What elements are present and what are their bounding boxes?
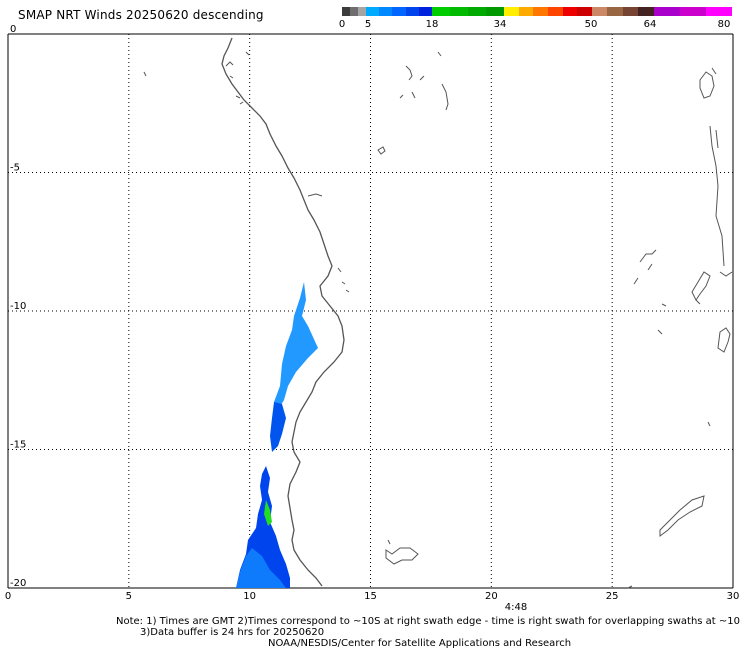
colorbar-swatch: [350, 7, 358, 16]
colorbar-swatch: [366, 7, 380, 16]
east-coast-islands-north: [699, 67, 717, 99]
colorbar-label: 34: [493, 19, 507, 30]
swath-segment-north-dark: [270, 402, 286, 452]
colorbar-swatch: [485, 7, 504, 16]
map-title: SMAP NRT Winds 20250620 descending: [18, 8, 264, 22]
island-southeast: [385, 539, 419, 565]
lon-tick-label: 15: [364, 591, 377, 602]
colorbar-swatch: [653, 7, 680, 16]
colorbar-label: 64: [643, 19, 657, 30]
colorbar-label: 5: [364, 19, 372, 30]
colorbar-swatch: [679, 7, 706, 16]
colorbar-swatch: [638, 7, 654, 16]
colorbar-swatch: [518, 7, 534, 16]
colorbar-swatch: [591, 7, 608, 16]
island-lake-east-1: [399, 51, 449, 111]
colorbar-swatch: [705, 7, 732, 16]
east-dot: [707, 421, 711, 427]
note-line-1: Note: 1) Times are GMT 2)Times correspon…: [116, 616, 740, 627]
colorbar-swatch: [577, 7, 592, 16]
lat-tick-label: -20: [10, 578, 26, 589]
coastline-features: [143, 51, 733, 589]
lon-tick-label: 10: [243, 591, 256, 602]
coastline-africa: [221, 37, 345, 587]
colorbar-swatch: [342, 7, 350, 16]
lat-tick-label: 0: [10, 24, 16, 35]
lon-tick-label: 25: [606, 591, 619, 602]
island-lake-east-2: [377, 146, 386, 155]
swath-segment-south-light: [236, 548, 286, 588]
colorbar-swatch: [358, 7, 366, 16]
colorbar-swatch: [392, 7, 406, 16]
colorbar-swatch: [607, 7, 623, 16]
small-islands-central: [307, 193, 350, 293]
colorbar-swatch: [449, 7, 468, 16]
lat-tick-label: -10: [10, 301, 26, 312]
colorbar-swatch: [622, 7, 639, 16]
colorbar-swatch: [533, 7, 548, 16]
swath-time-label: 4:48: [505, 602, 527, 613]
colorbar-swatch: [431, 7, 450, 16]
madagascar-edge: [627, 495, 705, 589]
lat-tick-label: -5: [10, 163, 20, 174]
lat-tick-label: -15: [10, 440, 26, 451]
lon-tick-label: 20: [485, 591, 498, 602]
colorbar-label: 80: [717, 19, 731, 30]
wind-swath: [236, 282, 318, 588]
colorbar-label: 18: [425, 19, 439, 30]
colorbar-swatch: [379, 7, 393, 16]
colorbar-label: 0: [338, 19, 346, 30]
colorbar-label: 50: [584, 19, 598, 30]
wind-speed-colorbar: [342, 7, 732, 16]
lon-tick-label: 5: [126, 591, 132, 602]
colorbar-swatch: [503, 7, 519, 16]
colorbar-swatch: [547, 7, 563, 16]
lon-tick-label: 30: [727, 591, 740, 602]
offshore-islands-north: [143, 51, 250, 105]
note-line-2: 3)Data buffer is 24 hrs for 20250620: [140, 627, 325, 638]
swath-green-patch: [264, 500, 272, 526]
colorbar-swatch: [405, 7, 419, 16]
colorbar-swatch: [467, 7, 486, 16]
note-line-3: NOAA/NESDIS/Center for Satellite Applica…: [268, 638, 572, 649]
east-islands-mid: [633, 249, 733, 353]
lat-lon-grid: [7, 33, 734, 589]
colorbar-swatch: [418, 7, 432, 16]
colorbar-swatch: [562, 7, 578, 16]
lon-tick-label: 0: [5, 591, 11, 602]
africa-west-coast: [221, 37, 345, 587]
axis-labels: 0 5 10 15 20 25 30 0 -5 -10 -15 -20 4:48: [5, 24, 740, 613]
east-coast-channel: [709, 125, 725, 267]
swath-segment-north: [274, 282, 318, 410]
